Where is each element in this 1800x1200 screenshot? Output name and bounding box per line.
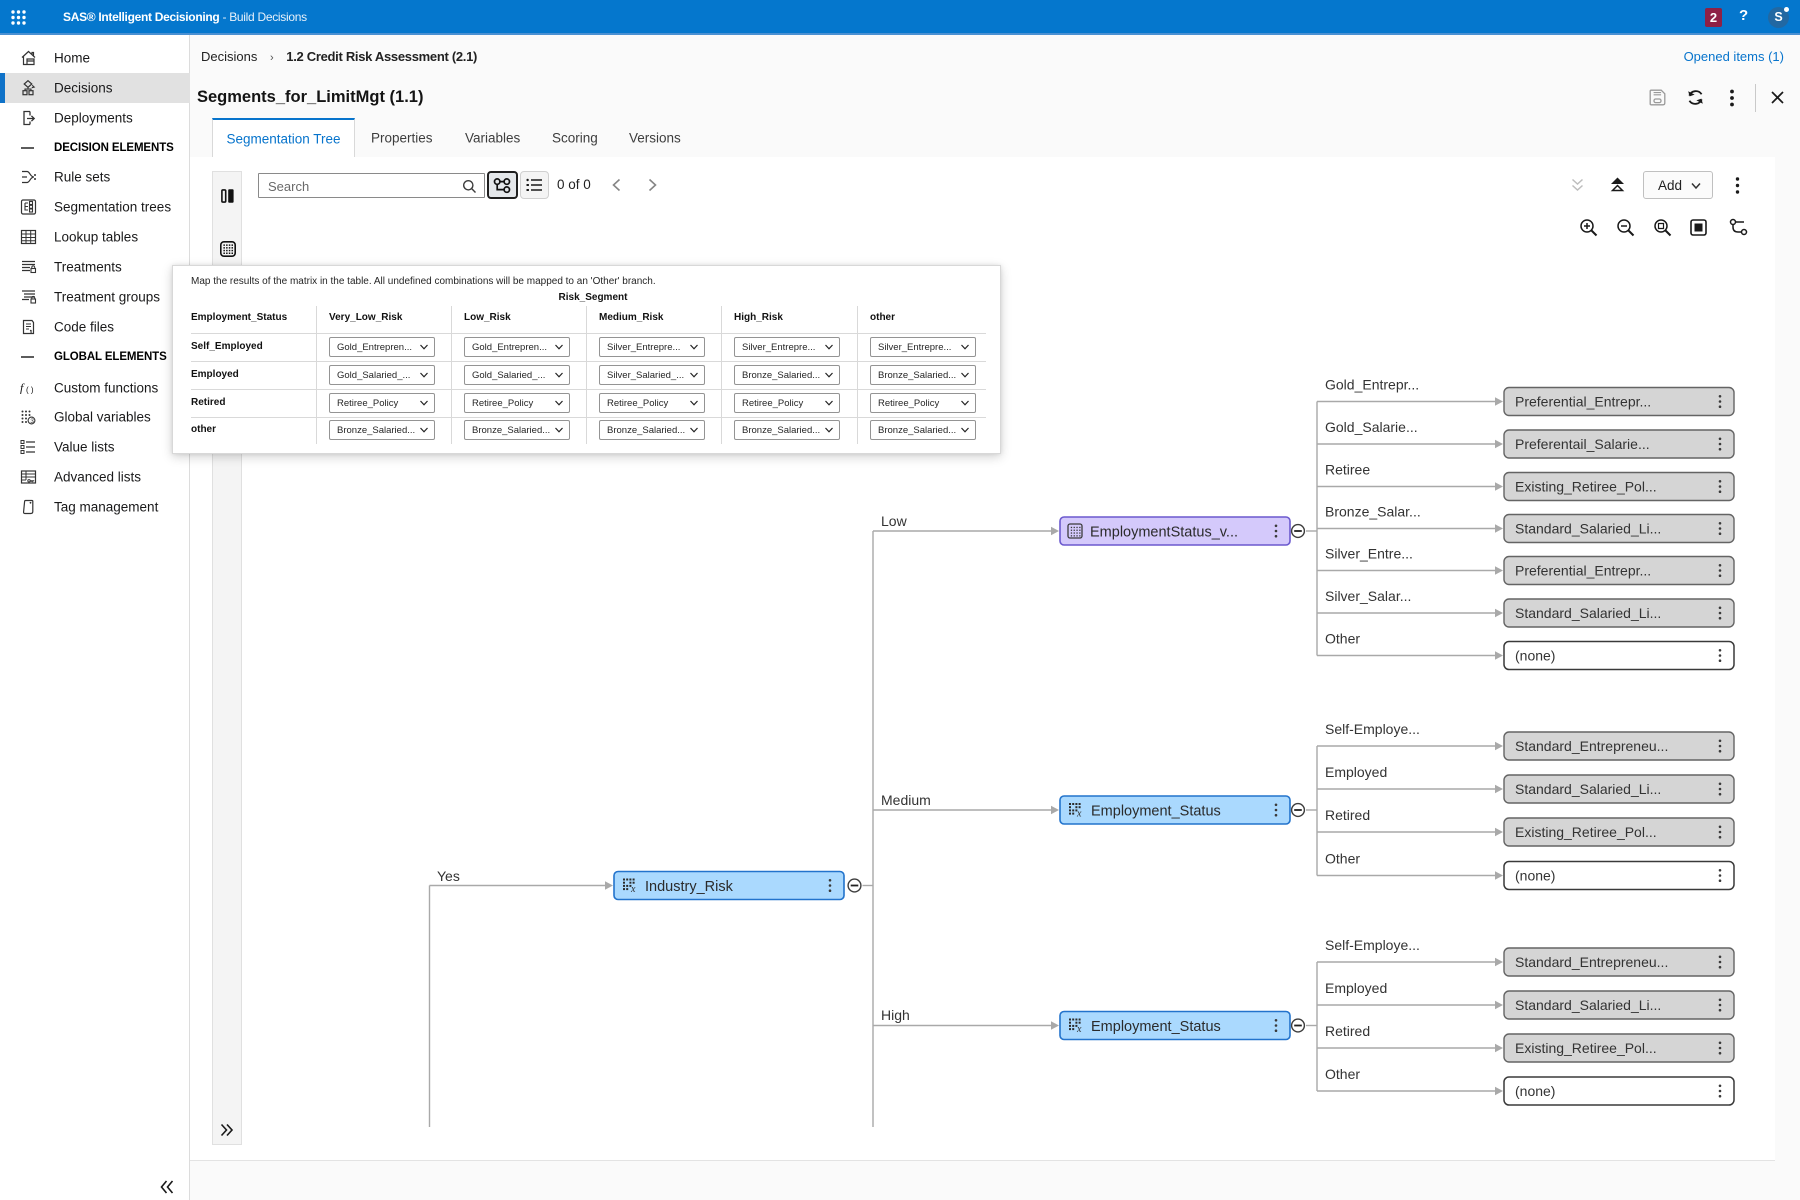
svg-text:x: x [1076,809,1082,820]
svg-text:Employment_Status: Employment_Status [1091,1019,1221,1035]
svg-text:Standard_Salaried_Li...: Standard_Salaried_Li... [1515,781,1661,797]
svg-text:Bronze_Salar...: Bronze_Salar... [1325,504,1421,520]
svg-text:( ): ( ) [26,386,34,395]
svg-text:Preferentail_Salarie...: Preferentail_Salarie... [1515,436,1650,452]
svg-text:Self-Employe...: Self-Employe... [1325,937,1420,953]
svg-text:Existing_Retiree_Pol...: Existing_Retiree_Pol... [1515,824,1657,840]
svg-text:Retired: Retired [1325,807,1370,823]
svg-text:Yes: Yes [437,868,460,884]
svg-text:Existing_Retiree_Pol...: Existing_Retiree_Pol... [1515,479,1657,495]
svg-text:Retired: Retired [1325,1023,1370,1039]
svg-text:Existing_Retiree_Pol...: Existing_Retiree_Pol... [1515,1040,1657,1056]
svg-text:Self-Employe...: Self-Employe... [1325,721,1420,737]
svg-text:Standard_Entrepreneu...: Standard_Entrepreneu... [1515,738,1668,754]
svg-text:f: f [20,381,25,395]
svg-text:Other: Other [1325,1066,1360,1082]
svg-text:Preferential_Entrepr...: Preferential_Entrepr... [1515,394,1651,410]
svg-text:Preferential_Entrepr...: Preferential_Entrepr... [1515,563,1651,579]
svg-text:High: High [881,1007,910,1023]
svg-text:(none): (none) [1515,648,1555,664]
svg-text:Employment_Status: Employment_Status [1091,804,1221,820]
svg-text:Low: Low [881,513,908,529]
svg-text:x: x [630,884,636,895]
svg-text:3: 3 [30,418,34,425]
svg-text:EmploymentStatus_v...: EmploymentStatus_v... [1090,525,1238,541]
svg-text:Standard_Entrepreneu...: Standard_Entrepreneu... [1515,954,1668,970]
svg-text:Employed: Employed [1325,764,1387,780]
svg-text:(none): (none) [1515,1083,1555,1099]
svg-text:Standard_Salaried_Li...: Standard_Salaried_Li... [1515,605,1661,621]
svg-text:Silver_Salar...: Silver_Salar... [1325,588,1411,604]
svg-text:Standard_Salaried_Li...: Standard_Salaried_Li... [1515,521,1661,537]
svg-text:Silver_Entre...: Silver_Entre... [1325,546,1413,562]
svg-text:Other: Other [1325,631,1360,647]
svg-text:x: x [1076,1024,1082,1035]
svg-text:Gold_Entrepr...: Gold_Entrepr... [1325,377,1419,393]
svg-text:Retiree: Retiree [1325,462,1370,478]
svg-text:Other: Other [1325,851,1360,867]
svg-text:Employed: Employed [1325,980,1387,996]
svg-text:Gold_Salarie...: Gold_Salarie... [1325,419,1418,435]
svg-text:Industry_Risk: Industry_Risk [645,879,734,895]
svg-text:(none): (none) [1515,868,1555,884]
svg-text:Medium: Medium [881,792,931,808]
svg-text:Standard_Salaried_Li...: Standard_Salaried_Li... [1515,997,1661,1013]
